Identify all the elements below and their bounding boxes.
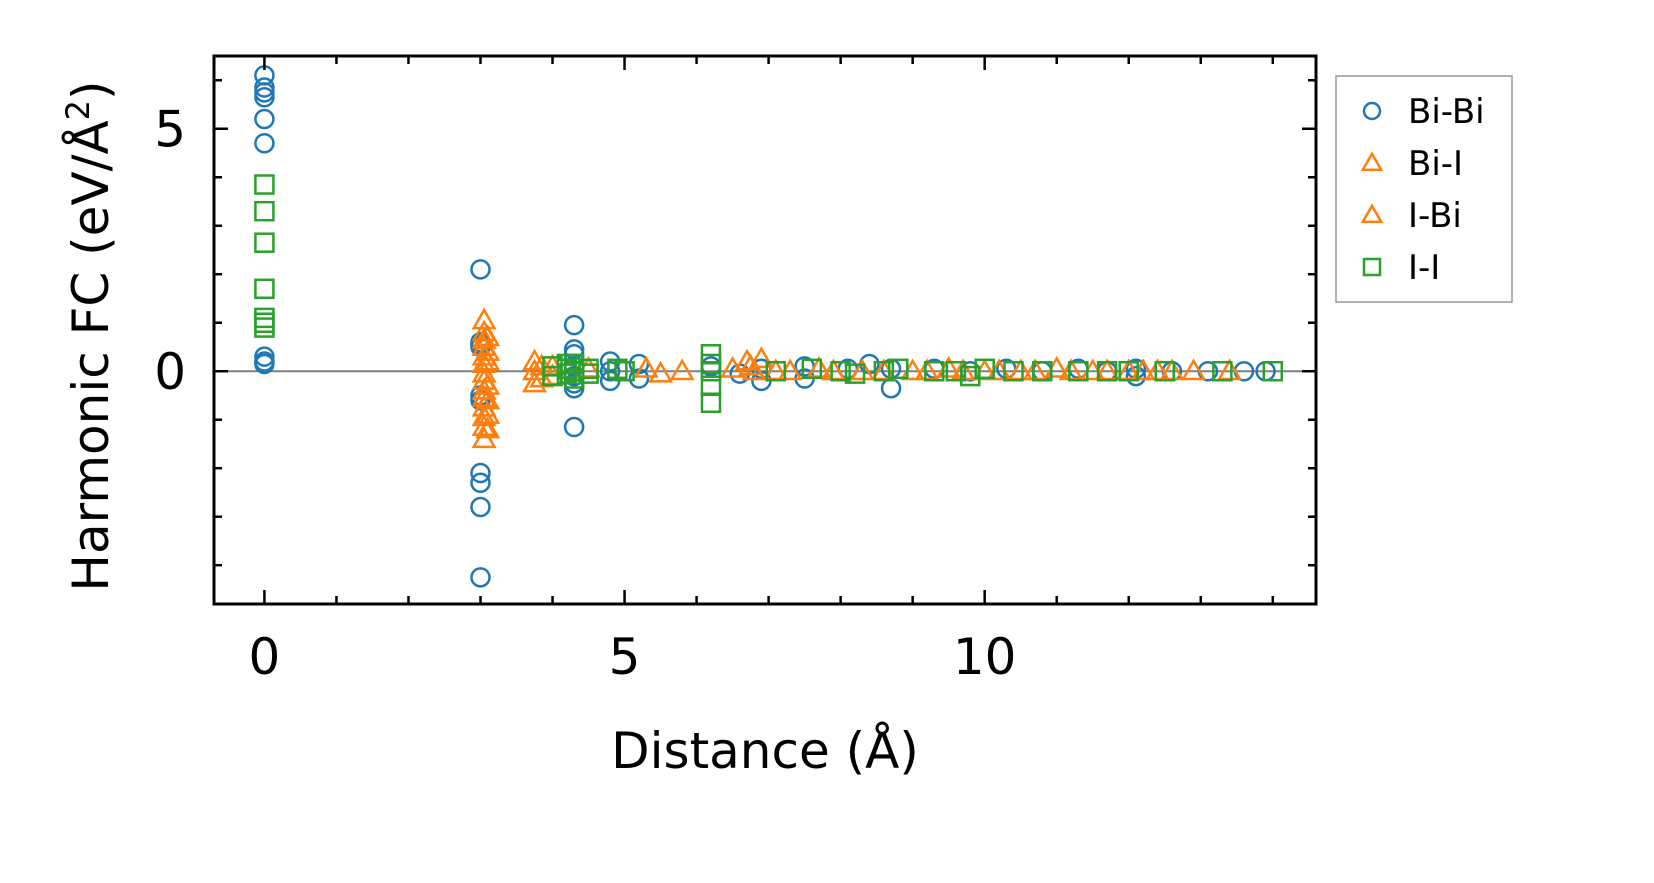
data-point-bi-i [471, 307, 497, 330]
y-axis-label-superscript: 2 [59, 100, 97, 120]
legend-entry-bi-bi: Bi-Bi [1362, 92, 1485, 132]
y-axis-label: Harmonic FC (eV/Å2) [59, 80, 120, 591]
tick-labels-layer: 0 5 10 0 5 [154, 101, 1016, 686]
data-point-i-i [830, 360, 851, 382]
data-point-i-i [801, 358, 823, 380]
data-point-bi-i [900, 358, 926, 381]
data-point-i-i [700, 392, 722, 413]
data-point-i-bi [475, 348, 501, 371]
data-point-i-i [924, 360, 945, 382]
x-tick-label: 10 [953, 628, 1017, 686]
data-point-bi-bi [470, 259, 491, 280]
data-point-i-i [844, 363, 866, 384]
data-point-i-i [1003, 360, 1024, 382]
data-point-i-bi [475, 401, 501, 424]
legend-entry-bi-i: Bi-I [1360, 144, 1463, 184]
legend: Bi-Bi Bi-I I-Bi I-I [1335, 75, 1513, 303]
legend-entries: Bi-Bi Bi-I I-Bi I-I [1360, 92, 1485, 288]
data-point-i-i [254, 312, 275, 333]
data-point-bi-i [849, 358, 875, 381]
legend-label-i-bi: I-Bi [1408, 196, 1462, 236]
data-point-i-i [700, 360, 722, 382]
y-axis-label-main: Harmonic FC (eV/Å [62, 120, 120, 591]
data-point-bi-bi [470, 462, 491, 484]
y-tick-label: 5 [154, 101, 186, 159]
data-point-i-bi [475, 324, 501, 347]
x-tick-label: 5 [609, 628, 641, 686]
data-point-bi-bi [1125, 365, 1147, 387]
data-point-bi-i [669, 358, 695, 381]
ticks-layer [214, 56, 1316, 604]
y-axis-label-end: ) [62, 80, 120, 100]
legend-entry-i-bi: I-Bi [1360, 196, 1462, 236]
data-point-i-i [254, 174, 275, 195]
data-point-i-i [974, 358, 995, 380]
data-point-bi-i [522, 370, 548, 393]
legend-marker-i-bi [1360, 203, 1384, 224]
data-point-i-i [254, 278, 275, 300]
data-point-i-i [1262, 360, 1284, 382]
legend-label-bi-bi: Bi-Bi [1408, 92, 1485, 132]
data-point-bi-i [633, 355, 659, 378]
data-point-bi-bi [470, 567, 491, 588]
data-point-i-i [1096, 360, 1118, 382]
data-point-bi-bi [599, 360, 621, 382]
data-point-i-i [873, 360, 895, 382]
legend-marker-i-i [1362, 257, 1382, 277]
data-point-i-i [887, 358, 909, 380]
data-point-i-bi [720, 355, 746, 378]
data-point-bi-i [1181, 358, 1207, 381]
data-points-layer [254, 65, 1284, 588]
data-point-bi-i [748, 346, 774, 369]
data-point-i-i [765, 360, 787, 382]
legend-entry-i-i: I-I [1362, 248, 1440, 288]
data-point-i-bi [475, 372, 501, 395]
plot-frame [212, 54, 1318, 606]
data-point-i-i [960, 365, 981, 387]
x-axis-label: Distance (Å) [611, 722, 919, 780]
data-point-i-i [945, 360, 967, 382]
data-point-i-i [1032, 360, 1053, 382]
plot-frame-layer [212, 54, 1318, 606]
data-point-bi-i [648, 360, 674, 383]
data-point-i-i [254, 200, 275, 222]
data-point-i-i [1118, 360, 1139, 382]
data-point-bi-bi [470, 496, 491, 518]
x-tick-label: 0 [249, 628, 281, 686]
data-point-i-i [254, 317, 275, 338]
data-point-i-i [1212, 360, 1233, 382]
data-point-bi-bi [563, 314, 585, 336]
data-point-i-bi [738, 353, 764, 376]
data-point-i-bi [529, 353, 555, 376]
data-point-bi-bi [563, 416, 585, 438]
data-point-bi-bi [254, 86, 275, 108]
data-point-bi-bi [254, 108, 275, 130]
data-point-i-i [542, 365, 563, 387]
legend-label-bi-i: Bi-I [1408, 144, 1463, 184]
data-point-i-i [578, 363, 599, 384]
data-point-i-bi [475, 416, 501, 439]
y-tick-label: 0 [154, 343, 186, 401]
legend-marker-bi-bi [1362, 101, 1382, 121]
data-point-bi-bi [254, 353, 275, 375]
data-point-bi-bi [254, 133, 275, 154]
data-point-i-bi [475, 387, 501, 410]
data-point-bi-i [471, 414, 497, 437]
data-point-i-bi [475, 338, 501, 361]
data-point-i-i [1068, 360, 1089, 382]
legend-marker-bi-i [1360, 151, 1384, 172]
legend-label-i-i: I-I [1408, 248, 1440, 288]
data-point-i-i [1154, 360, 1175, 382]
data-point-bi-bi [880, 377, 902, 399]
data-point-bi-bi [470, 472, 491, 494]
data-point-i-i [614, 360, 635, 382]
data-point-i-i [254, 232, 275, 253]
data-point-i-bi [529, 365, 555, 388]
data-point-i-i [607, 358, 628, 380]
